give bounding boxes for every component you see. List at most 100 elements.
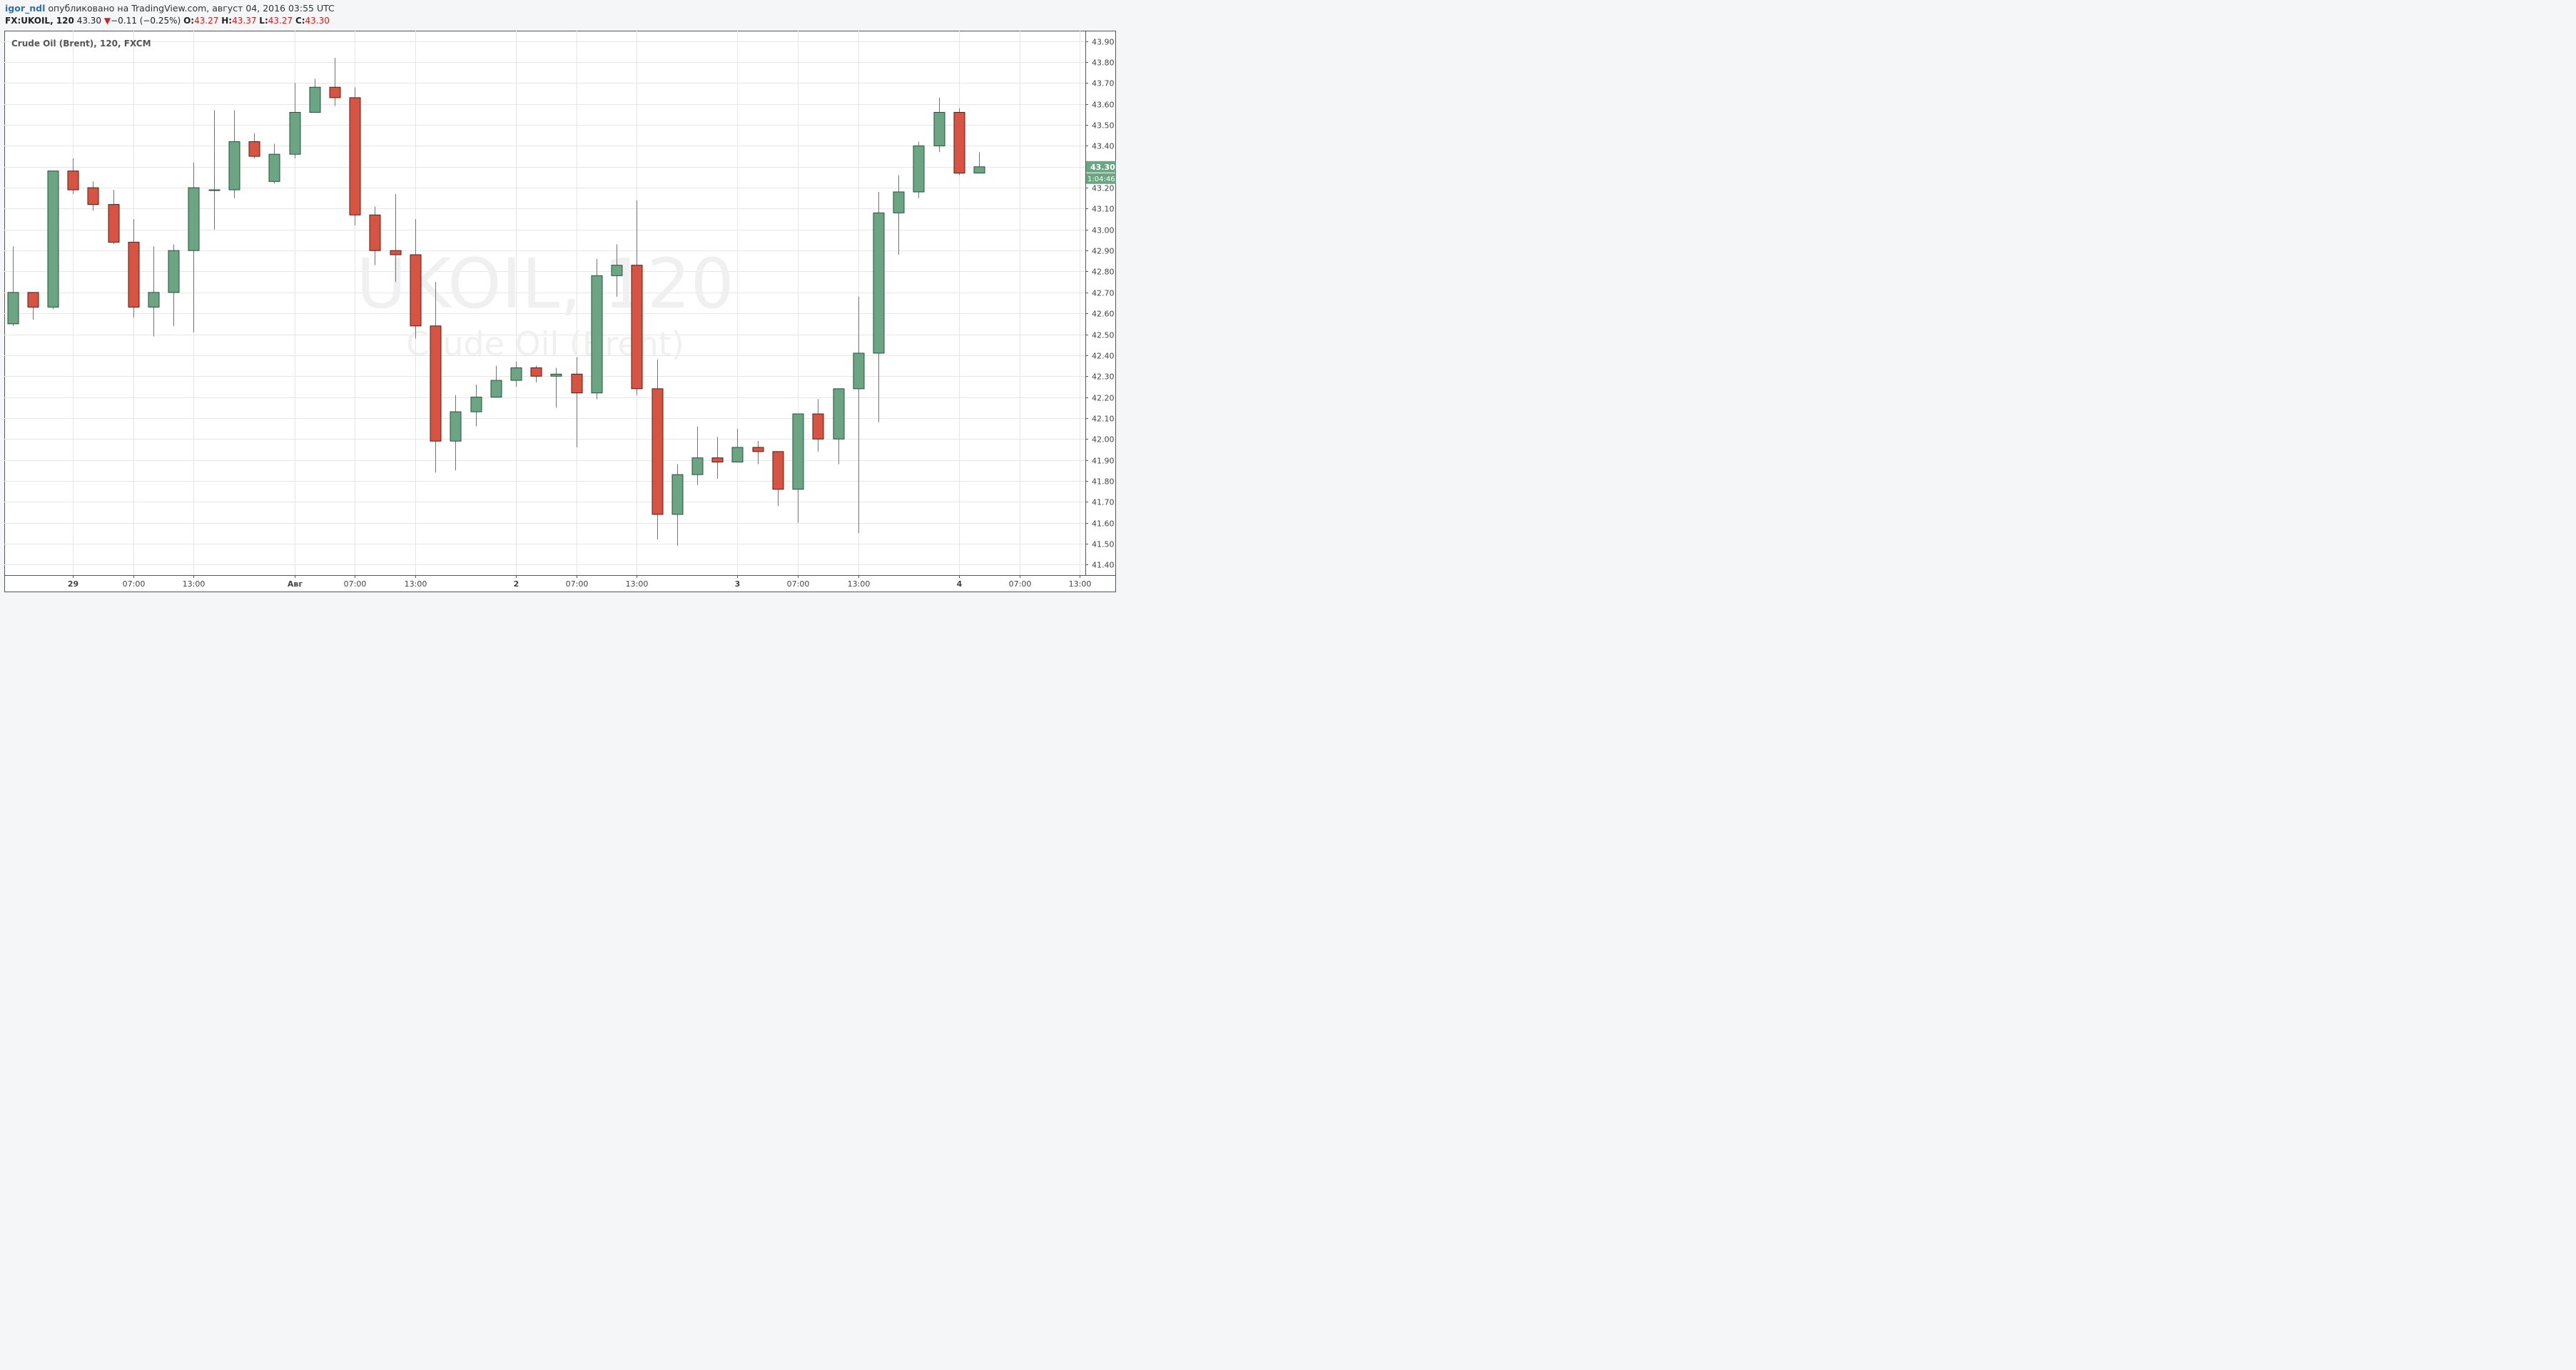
chart-background [4, 31, 1116, 592]
y-tick-label: 42.70 [1092, 289, 1115, 298]
x-tick-label: 13:00 [1069, 579, 1092, 589]
candle-down [953, 111, 965, 174]
y-tick-label: 42.80 [1092, 268, 1115, 277]
price-axis[interactable]: 43.90 43.80 43.70 43.60 43.50 43.40 43.30 43.20… [1085, 38, 1115, 570]
y-tick-label: 42.60 [1092, 310, 1115, 319]
candle-down [329, 86, 341, 98]
candle-up [973, 166, 985, 174]
published-text: опубликовано на TradingView.com, август … [48, 3, 335, 14]
x-tick-label: 13:00 [626, 579, 649, 589]
candle-up [873, 212, 885, 354]
y-tick-label: 41.80 [1092, 477, 1115, 487]
candle-up [309, 86, 321, 113]
candles [7, 58, 985, 546]
candle-up [731, 447, 744, 463]
candle-up [450, 411, 462, 442]
countdown-box [1086, 173, 1116, 184]
y-tick-label: 41.60 [1092, 519, 1115, 529]
open-label: O: [183, 16, 195, 26]
close-label: C: [295, 16, 305, 26]
countdown-label: 1:04:46 [1087, 176, 1115, 183]
candle-up [792, 413, 804, 490]
chart-title: Crude Oil (Brent), 120, FXCM [11, 39, 151, 49]
y-tick-label: 43.10 [1092, 205, 1115, 214]
y-tick-label: 41.40 [1092, 561, 1115, 570]
author-link[interactable]: igor_ndl [5, 3, 46, 14]
candle-up [228, 141, 240, 191]
last-price-label: 43.30 [1090, 163, 1115, 172]
candle-up [148, 292, 160, 308]
y-tick-label: 41.50 [1092, 540, 1115, 549]
x-tick-label: 29 [68, 579, 78, 589]
candle-down [390, 250, 402, 255]
candle-down [711, 457, 724, 463]
candle-up [893, 191, 905, 213]
x-tick-label: 13:00 [405, 579, 427, 589]
candle-up [208, 189, 220, 191]
candle-down [128, 241, 140, 308]
last-price: 43.30 [76, 16, 102, 26]
y-tick-label: 41.90 [1092, 457, 1115, 466]
symbol-label: FX:UKOIL, 120 [5, 16, 74, 26]
x-tick-label: 13:00 [183, 579, 206, 589]
y-tick-label: 43.50 [1092, 121, 1115, 131]
candle-up [470, 397, 482, 412]
chart-container[interactable]: UKOIL, 120 Crude Oil (Brent) 43.90 43.80 4… [4, 31, 1116, 592]
candle-up [671, 474, 684, 515]
candle-down [67, 171, 79, 191]
close-value: 43.30 [305, 16, 330, 26]
y-tick-label: 43.60 [1092, 101, 1115, 110]
last-price-tag: 43.30 1:04:46 [1086, 161, 1116, 184]
candle-down [87, 187, 99, 206]
candle-down [752, 447, 764, 452]
x-tick-label: 4 [957, 579, 963, 589]
candle-up [7, 292, 19, 325]
candle-up [47, 171, 59, 308]
candle-down [410, 254, 422, 327]
y-tick-label: 42.20 [1092, 394, 1115, 403]
candle-down [812, 413, 824, 440]
x-tick-label: 07:00 [566, 579, 589, 589]
candle-up [490, 380, 502, 398]
price-change: −0.11 (−0.25%) [111, 16, 181, 26]
candle-down [248, 141, 260, 157]
y-tick-label: 43.40 [1092, 142, 1115, 151]
candle-up [691, 457, 704, 475]
y-tick-label: 42.40 [1092, 352, 1115, 361]
candlestick-chart[interactable]: UKOIL, 120 Crude Oil (Brent) 43.9043.804… [4, 31, 1116, 592]
x-tick-label: 13:00 [848, 579, 871, 589]
high-label: H: [221, 16, 233, 26]
candle-up [168, 250, 180, 293]
y-tick-label: 41.70 [1092, 498, 1115, 507]
y-tick-label: 42.30 [1092, 372, 1115, 382]
candle-up [268, 153, 280, 182]
high-value: 43.37 [232, 16, 257, 26]
candle-up [550, 373, 562, 377]
candle-down [349, 97, 361, 215]
candle-up [933, 111, 945, 146]
y-tick-label: 43.70 [1092, 79, 1115, 88]
candle-up [510, 367, 522, 381]
x-tick-label: 2 [514, 579, 519, 589]
publish-line: igor_ndl опубликовано на TradingView.com… [5, 3, 335, 14]
y-tick-label: 43.20 [1092, 184, 1115, 193]
candle-up [188, 187, 200, 251]
x-tick-label: 3 [735, 579, 741, 589]
time-axis[interactable]: 29 07:00 13:00 Авг 07:00 13:00 2 07:00 13:00 3 07:… [68, 575, 1092, 589]
candle-down [571, 373, 583, 394]
y-tick-label: 43.00 [1092, 226, 1115, 235]
low-label: L: [259, 16, 268, 26]
candle-up [611, 265, 623, 276]
candle-up [833, 388, 845, 440]
y-tick-label: 42.90 [1092, 247, 1115, 256]
low-value: 43.27 [268, 16, 293, 26]
candle-down [651, 388, 664, 515]
x-tick-label: 07:00 [1009, 579, 1032, 589]
candle-down [631, 265, 643, 390]
candle-down [530, 367, 542, 377]
candle-down [27, 292, 39, 308]
y-tick-label: 42.00 [1092, 435, 1115, 445]
candle-down [108, 204, 120, 243]
y-tick-label: 43.90 [1092, 38, 1115, 47]
open-value: 43.27 [194, 16, 219, 26]
